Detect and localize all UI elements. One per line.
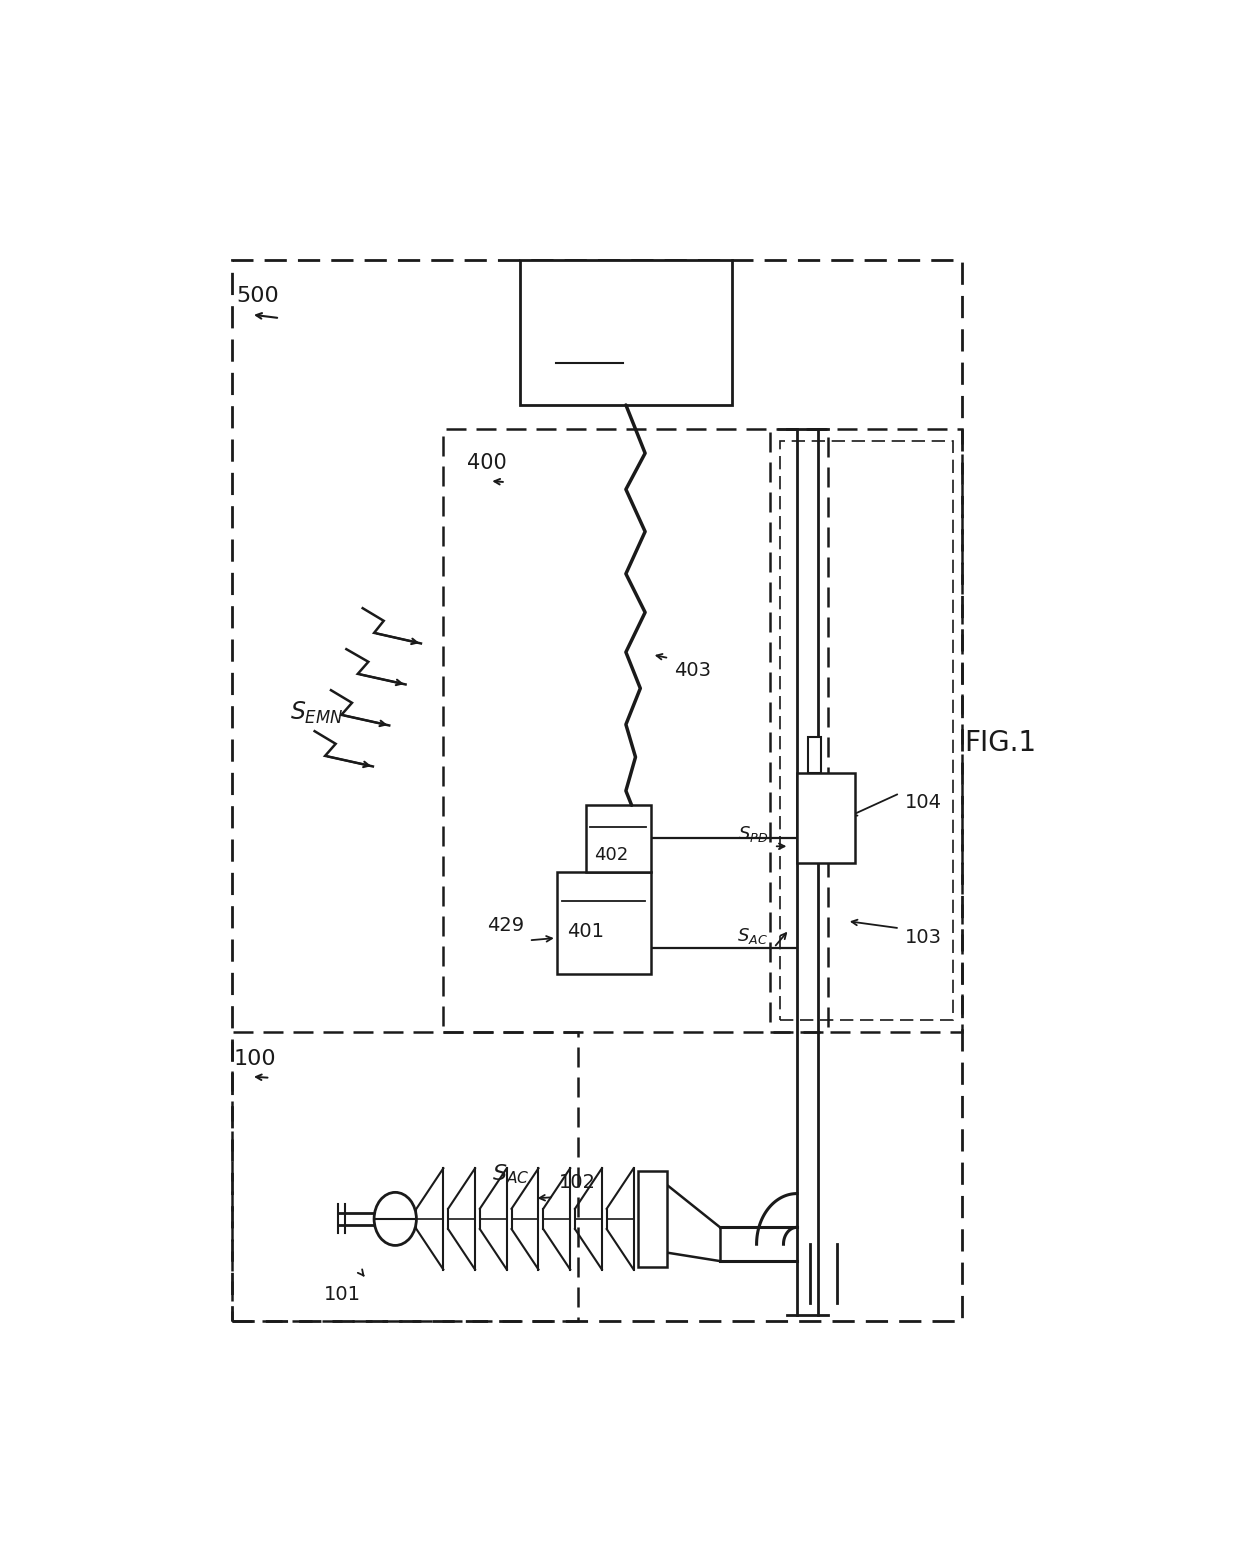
Bar (444, 429, 828, 1032)
Bar (557, 872, 651, 974)
Bar (639, 1171, 667, 1267)
Bar (770, 429, 962, 1032)
Bar (521, 260, 732, 406)
Text: 402: 402 (594, 846, 629, 864)
Text: 104: 104 (905, 794, 941, 813)
Text: 102: 102 (558, 1173, 595, 1192)
Text: 100: 100 (234, 1049, 277, 1068)
Text: 300: 300 (575, 324, 622, 348)
Bar (232, 260, 962, 1322)
Text: $S_{EMN}$: $S_{EMN}$ (290, 700, 343, 725)
Text: $S_{AC}$: $S_{AC}$ (492, 1162, 529, 1185)
Bar (808, 736, 821, 772)
Text: 401: 401 (567, 922, 604, 941)
Text: 101: 101 (324, 1286, 361, 1304)
Bar (232, 1032, 578, 1322)
Text: 500: 500 (237, 287, 279, 307)
Circle shape (374, 1192, 417, 1245)
Text: 429: 429 (487, 916, 525, 935)
Text: 403: 403 (675, 661, 711, 680)
Text: $S_{PD}$: $S_{PD}$ (738, 824, 768, 844)
Bar (797, 772, 854, 863)
Text: FIG.1: FIG.1 (965, 728, 1037, 756)
Text: $S_{AC}$: $S_{AC}$ (738, 926, 768, 946)
Text: 103: 103 (905, 929, 941, 947)
Bar (780, 442, 952, 1019)
Bar (585, 805, 651, 872)
Text: 400: 400 (467, 453, 507, 473)
